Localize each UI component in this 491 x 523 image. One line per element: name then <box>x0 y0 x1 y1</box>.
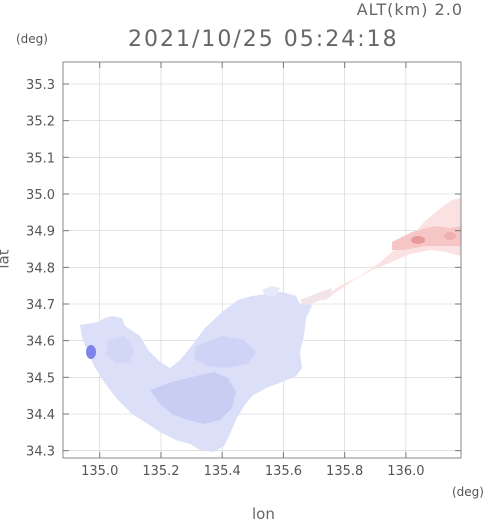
red-field-corridor <box>320 198 461 300</box>
field-layer <box>80 198 461 452</box>
x-tick-label: 135.2 <box>142 464 179 479</box>
y-tick-label: 34.8 <box>26 261 55 276</box>
blue-field-region <box>80 292 312 452</box>
y-tick-label: 35.3 <box>26 78 55 93</box>
blue-field-darker-patch <box>150 372 236 424</box>
blue-field-patch-3 <box>106 336 134 364</box>
timestamp-title: 2021/10/25 05:24:18 <box>128 27 399 52</box>
altitude-label: ALT(km) 2.0 <box>356 0 463 19</box>
x-tick-label: 136.0 <box>387 464 424 479</box>
y-axis-unit: (deg) <box>16 32 48 46</box>
y-tick-label: 34.7 <box>26 298 55 313</box>
plot-frame <box>62 61 462 459</box>
y-tick-label: 35.1 <box>26 151 55 166</box>
x-tick-label: 135.6 <box>265 464 302 479</box>
grid-lines <box>63 62 461 458</box>
x-axis-label: lon <box>252 505 275 523</box>
x-axis-unit: (deg) <box>452 485 484 499</box>
y-tick-label: 34.6 <box>26 335 55 350</box>
thin-link-strip <box>300 288 332 306</box>
y-axis-ticks: 34.3 34.4 34.5 34.6 34.7 34.8 34.9 35.0 35.1 35.2… <box>26 78 461 460</box>
x-axis-ticks: 135.0 135.2 135.4 135.6 135.8 136.0 <box>81 62 425 479</box>
y-tick-label: 35.0 <box>26 188 55 203</box>
x-tick-label: 135.8 <box>326 464 363 479</box>
y-tick-label: 34.4 <box>26 408 55 423</box>
y-tick-label: 34.5 <box>26 371 55 386</box>
red-field-core <box>392 226 461 250</box>
y-tick-label: 35.2 <box>26 115 55 130</box>
red-strong-spot-2 <box>444 232 456 240</box>
y-tick-label: 34.9 <box>26 225 55 240</box>
blue-edge-patch <box>262 286 280 296</box>
blue-field-patch-2 <box>194 336 256 368</box>
blue-strong-spot <box>86 345 96 359</box>
red-strong-spot <box>411 236 425 244</box>
x-tick-label: 135.0 <box>81 464 118 479</box>
y-tick-label: 34.3 <box>26 445 55 460</box>
x-tick-label: 135.4 <box>204 464 241 479</box>
